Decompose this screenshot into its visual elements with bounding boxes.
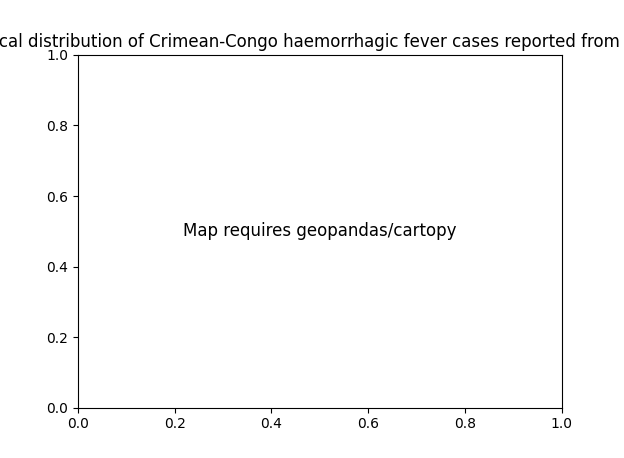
Title: Fig. 10. Geographical distribution of Crimean-Congo haemorrhagic fever cases rep: Fig. 10. Geographical distribution of Cr… <box>0 33 624 51</box>
Text: Map requires geopandas/cartopy: Map requires geopandas/cartopy <box>183 222 457 240</box>
